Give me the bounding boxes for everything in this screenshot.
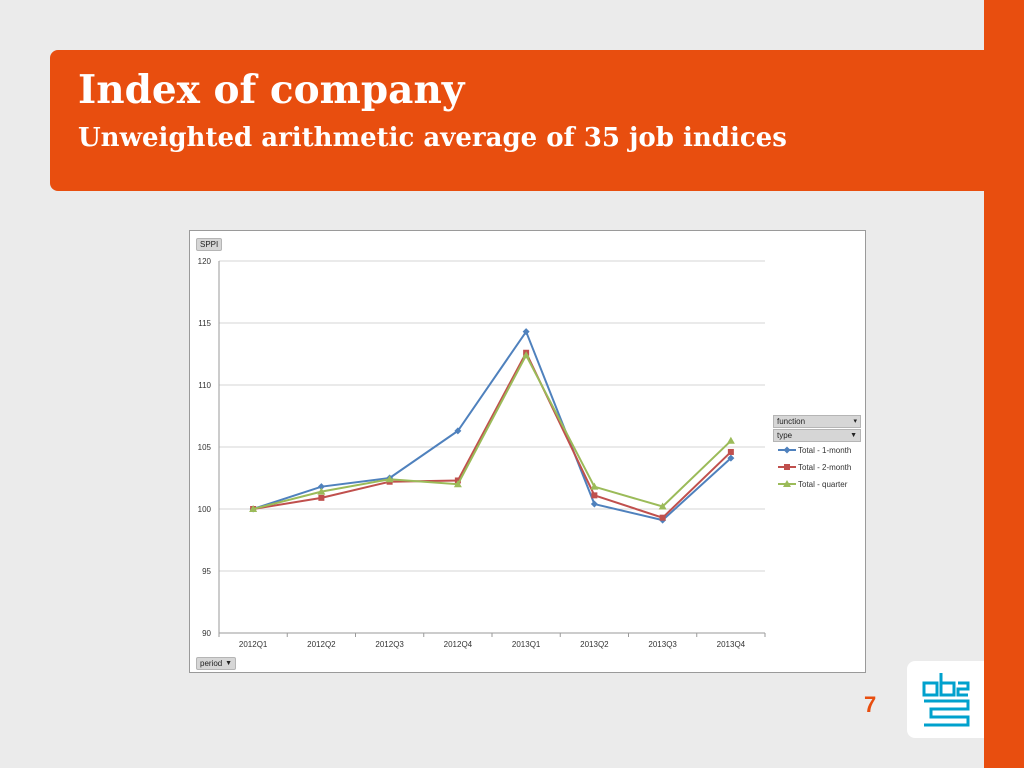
data-point xyxy=(727,454,735,462)
page-number: 7 xyxy=(864,692,877,717)
dropdown-arrow-icon: ▼ xyxy=(225,660,232,667)
axis-field-button[interactable]: period ▼ xyxy=(196,657,236,670)
data-point xyxy=(453,480,462,488)
data-point xyxy=(454,427,462,435)
data-point xyxy=(318,494,325,501)
title-banner xyxy=(50,50,1010,191)
y-tick-label: 120 xyxy=(198,257,212,266)
y-tick-label: 95 xyxy=(202,567,211,576)
legend-swatch-marker xyxy=(783,446,791,454)
data-field-label: SPPI xyxy=(200,240,219,249)
x-tick-label: 2012Q4 xyxy=(444,640,473,649)
pivot-chart: 90 95 100 105 110 115 120 2012Q1 2012Q2 2012Q3 201… xyxy=(189,230,866,673)
legend-field-label: type xyxy=(777,431,793,440)
logo-container xyxy=(907,661,984,738)
x-tick-label: 2013Q1 xyxy=(512,640,541,649)
x-tick-label: 2012Q3 xyxy=(375,640,404,649)
y-tick-label: 105 xyxy=(198,443,212,452)
series-line xyxy=(252,353,732,510)
line-chart-svg: 90 95 100 105 110 115 120 2012Q1 2012Q2 2012Q3 201… xyxy=(198,257,852,649)
data-point xyxy=(727,448,734,455)
data-point xyxy=(385,475,394,483)
legend-field-button-function[interactable]: function ▾ xyxy=(773,415,861,428)
legend-label: Total - quarter xyxy=(798,480,848,489)
data-point xyxy=(249,505,258,512)
x-tick-label: 2012Q2 xyxy=(307,640,336,649)
slide-title: Index of company xyxy=(78,67,465,113)
legend-swatch-marker xyxy=(784,464,790,470)
data-point xyxy=(726,436,735,444)
slide-subtitle: Unweighted arithmetic average of 35 job … xyxy=(78,123,787,153)
data-point xyxy=(317,483,325,491)
y-tick-label: 100 xyxy=(198,505,212,514)
data-point xyxy=(590,482,599,490)
legend-swatch-marker xyxy=(783,480,791,487)
data-field-button[interactable]: SPPI xyxy=(196,238,223,251)
data-point xyxy=(659,514,666,521)
data-point xyxy=(317,487,326,495)
cbs-logo-icon xyxy=(922,673,970,727)
legend-label: Total - 1-month xyxy=(798,446,851,455)
y-tick-label: 115 xyxy=(198,319,211,328)
data-point xyxy=(658,502,667,510)
axis-field-label: period xyxy=(200,659,223,668)
y-tick-label: 90 xyxy=(202,629,211,638)
series-line xyxy=(252,329,732,522)
x-tick-label: 2013Q3 xyxy=(648,640,677,649)
y-tick-label: 110 xyxy=(198,381,211,390)
legend-field-button-type[interactable]: type ▼ xyxy=(773,429,861,442)
x-tick-label: 2013Q4 xyxy=(717,640,746,649)
x-tick-label: 2013Q2 xyxy=(580,640,609,649)
legend-field-label: function xyxy=(777,417,806,426)
filter-icon: ▾ xyxy=(853,418,857,425)
data-point xyxy=(591,492,598,499)
dropdown-arrow-icon: ▼ xyxy=(850,432,857,439)
x-tick-label: 2012Q1 xyxy=(239,640,268,649)
data-point xyxy=(522,328,530,336)
data-point xyxy=(590,500,598,508)
legend-label: Total - 2-month xyxy=(798,463,851,472)
series-line xyxy=(252,350,732,519)
data-point xyxy=(522,351,531,359)
